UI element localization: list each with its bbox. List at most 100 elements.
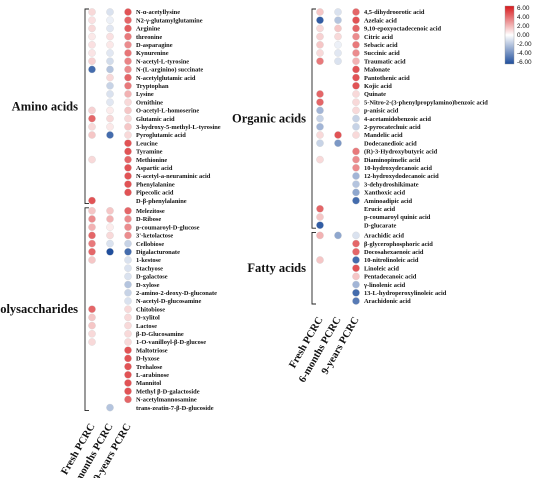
row-label: Azelaic acid	[364, 17, 397, 24]
heatmap-cell	[352, 90, 360, 98]
row-label: Chitobiose	[136, 306, 165, 313]
row-label: β-glycerophosphoric acid	[364, 241, 433, 248]
heatmap-cell	[124, 379, 132, 387]
row-label: Methionine	[136, 157, 167, 164]
row-label: Xanthoxic acid	[364, 190, 405, 197]
heatmap-cell	[88, 16, 96, 24]
heatmap-cell	[88, 305, 96, 313]
heatmap-cell	[124, 65, 132, 74]
heatmap-cell	[124, 16, 132, 24]
group-bracket	[84, 8, 89, 205]
row-label: Glutamic acid	[136, 116, 175, 123]
row-label: D-galactose	[136, 274, 168, 281]
heatmap-cell	[106, 207, 114, 215]
heatmap-cell	[88, 57, 96, 65]
row-label: Pyroglutamic acid	[136, 132, 186, 139]
row-label: 4,5-dihydroorotic acid	[364, 9, 425, 16]
heatmap-cell	[316, 49, 324, 57]
group-bracket	[311, 8, 316, 229]
heatmap-cell	[88, 248, 96, 256]
row-label: Stachyose	[136, 265, 163, 272]
colorbar-tick-label: -6.00	[517, 59, 532, 66]
row-label: Mandelic acid	[364, 132, 403, 139]
row-label: Kojic acid	[364, 83, 392, 90]
heatmap-cell	[124, 155, 132, 164]
row-label: L-arabinose	[136, 372, 169, 379]
heatmap-cell	[352, 272, 360, 281]
heatmap-cell	[124, 297, 132, 305]
heatmap-cell	[352, 239, 360, 248]
row-label: 2-amino-2-deoxy-D-gluconate	[136, 290, 217, 297]
heatmap-cell	[124, 387, 132, 395]
heatmap-cell	[316, 16, 324, 24]
heatmap-cell	[124, 207, 132, 215]
heatmap-cell	[106, 24, 114, 33]
heatmap-cell	[88, 24, 96, 33]
heatmap-cell	[124, 114, 132, 123]
heatmap-cell	[352, 123, 360, 131]
heatmap-cell	[352, 297, 360, 305]
heatmap-cell	[124, 24, 132, 33]
heatmap-cell	[352, 248, 360, 256]
heatmap-cell	[334, 49, 342, 57]
heatmap-cell	[124, 264, 132, 272]
heatmap-cell	[106, 223, 114, 231]
heatmap-cell	[88, 239, 96, 248]
row-label: 12-hydroxydodecanoic acid	[364, 173, 439, 180]
heatmap-cell	[124, 98, 132, 106]
row-label: Diaminopimelic acid	[364, 157, 421, 164]
heatmap-cell	[106, 248, 114, 256]
heatmap-cell	[352, 155, 360, 164]
heatmap-cell	[88, 65, 96, 74]
heatmap-cell	[106, 57, 114, 65]
row-label: Docosahexaenoic acid	[364, 249, 424, 256]
heatmap-cell	[106, 65, 114, 74]
heatmap-cell	[352, 172, 360, 180]
row-label: Dodecanedioic acid	[364, 140, 417, 147]
heatmap-cell	[334, 16, 342, 24]
heatmap-cell	[352, 180, 360, 188]
row-label: 9,10-epoxyoctadecenoic acid	[364, 26, 441, 33]
row-label: Trehalose	[136, 364, 163, 371]
row-label: p-anisic acid	[364, 108, 399, 115]
row-label: D-lyxose	[136, 356, 160, 363]
heatmap-cell	[124, 188, 132, 197]
colorbar-tick-label: 6.00	[517, 5, 530, 12]
heatmap-cell	[352, 98, 360, 106]
heatmap-cell	[352, 82, 360, 90]
heatmap-cell	[352, 8, 360, 16]
heatmap-cell	[334, 32, 342, 41]
row-label: Aminoadipic acid	[364, 198, 413, 205]
heatmap-cell	[352, 57, 360, 65]
row-label: Pantothenic acid	[364, 75, 410, 82]
heatmap-cell	[88, 41, 96, 49]
group-labels: Amino acids Polysaccharides Organic acids F…	[0, 99, 306, 316]
heatmap-cell	[106, 8, 114, 16]
group-label: Amino acids	[12, 99, 78, 113]
heatmap-cell	[316, 139, 324, 147]
heatmap-cell	[334, 57, 342, 65]
row-label: D-glucarate	[364, 222, 396, 229]
row-label: 1-O-vanilloyl-β-D-glucose	[136, 339, 206, 346]
heatmap-cell	[124, 172, 132, 180]
heatmap-cell	[124, 395, 132, 404]
heatmap-cell	[124, 362, 132, 371]
heatmap-cell	[106, 106, 114, 115]
row-label: Malonate	[364, 67, 390, 74]
row-label: N-α-acetyllysine	[136, 9, 180, 16]
row-label: Arachidic acid	[364, 233, 404, 240]
row-label: γ-linolenic acid	[363, 282, 406, 289]
heatmap-cell	[334, 139, 342, 147]
row-label: 10-hydroxydecanoic acid	[364, 165, 432, 172]
heatmap-cell	[352, 289, 360, 297]
row-label: Lactose	[136, 323, 157, 330]
row-label: p-coumaroyl-D-glucose	[136, 224, 200, 231]
row-label: Kynurenine	[136, 50, 169, 57]
heatmap-cell	[352, 264, 360, 272]
heatmap-cell	[88, 215, 96, 223]
row-label: 2-pyrocatechuic acid	[364, 124, 421, 131]
heatmap-cell	[316, 256, 324, 264]
row-label: Pentadecanoic acid	[364, 274, 417, 281]
heatmap-cell	[334, 231, 342, 240]
